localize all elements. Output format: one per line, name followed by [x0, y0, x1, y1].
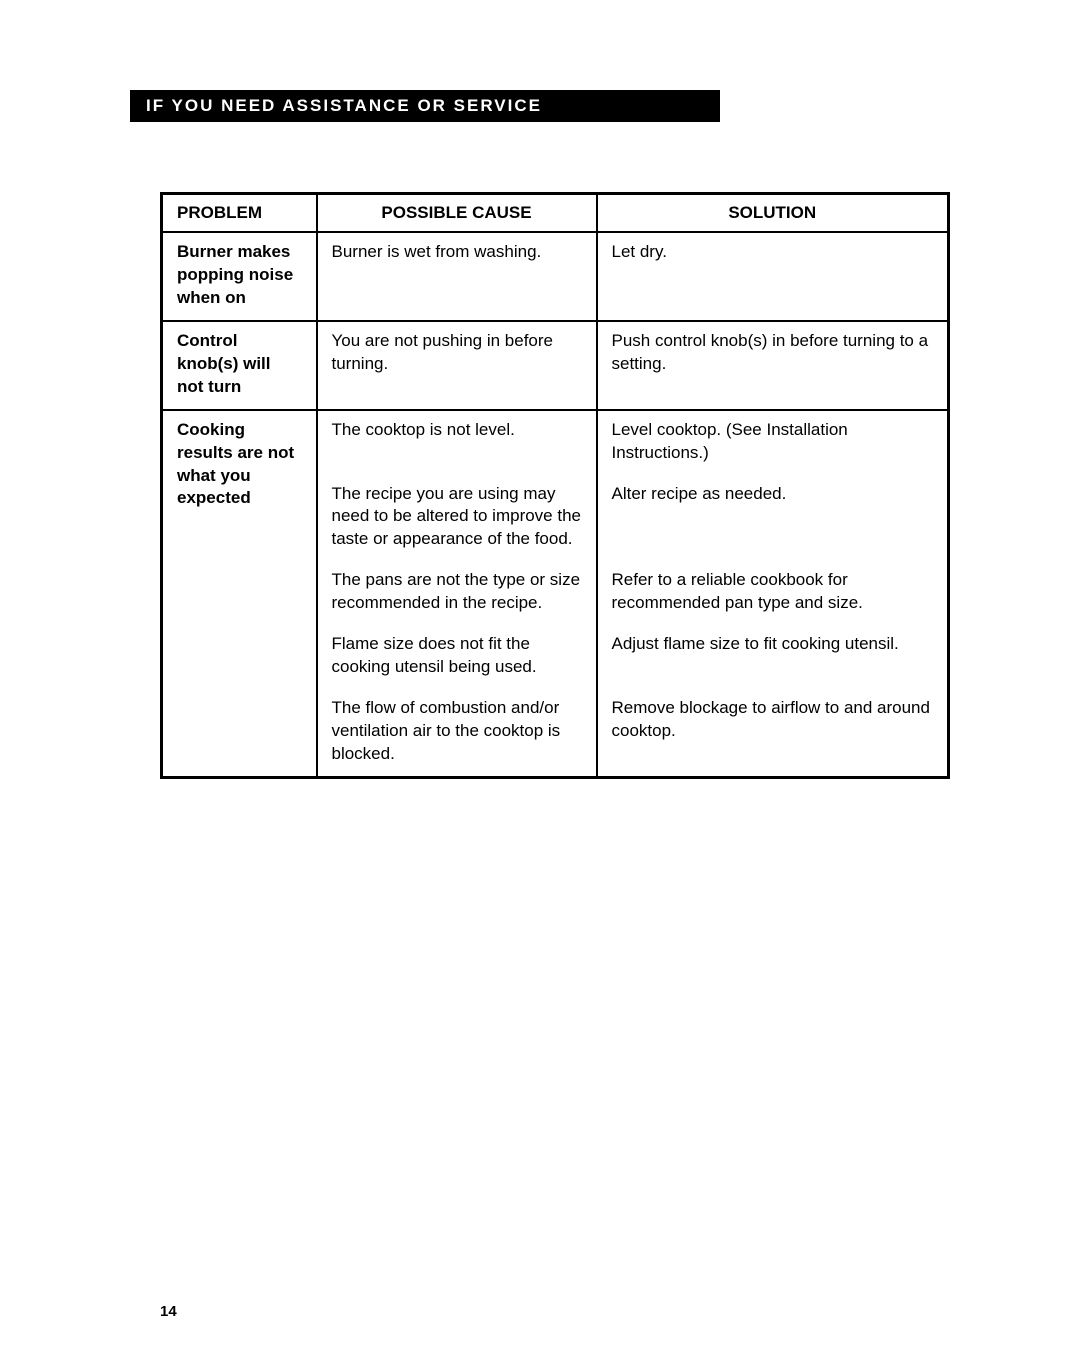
solution-cell: Level cooktop. (See Installation Instruc… — [597, 410, 949, 473]
cause-cell: Flame size does not fit the cooking uten… — [317, 623, 597, 687]
table-row: Cooking results are not what you expecte… — [162, 410, 949, 473]
cause-cell: You are not pushing in before turning. — [317, 321, 597, 410]
problem-cell: Control knob(s) will not turn — [162, 321, 317, 410]
solution-cell: Push control knob(s) in before turning t… — [597, 321, 949, 410]
solution-cell: Refer to a reliable cookbook for recomme… — [597, 559, 949, 623]
cause-cell: The pans are not the type or size recomm… — [317, 559, 597, 623]
cause-cell: The flow of combustion and/or ventilatio… — [317, 687, 597, 777]
table-header-row: PROBLEM POSSIBLE CAUSE SOLUTION — [162, 194, 949, 233]
troubleshooting-table: PROBLEM POSSIBLE CAUSE SOLUTION Burner m… — [160, 192, 950, 779]
solution-cell: Alter recipe as needed. — [597, 473, 949, 560]
page-number: 14 — [160, 1303, 177, 1320]
col-cause: POSSIBLE CAUSE — [317, 194, 597, 233]
problem-cell: Burner makes popping noise when on — [162, 232, 317, 321]
solution-cell: Adjust flame size to fit cooking utensil… — [597, 623, 949, 687]
cause-cell: The cooktop is not level. — [317, 410, 597, 473]
solution-cell: Let dry. — [597, 232, 949, 321]
col-problem: PROBLEM — [162, 194, 317, 233]
cause-cell: The recipe you are using may need to be … — [317, 473, 597, 560]
cause-cell: Burner is wet from washing. — [317, 232, 597, 321]
col-solution: SOLUTION — [597, 194, 949, 233]
table-row: Burner makes popping noise when on Burne… — [162, 232, 949, 321]
table-row: Control knob(s) will not turn You are no… — [162, 321, 949, 410]
section-header: IF YOU NEED ASSISTANCE OR SERVICE — [130, 90, 720, 122]
solution-cell: Remove blockage to airflow to and around… — [597, 687, 949, 777]
problem-cell: Cooking results are not what you expecte… — [162, 410, 317, 778]
